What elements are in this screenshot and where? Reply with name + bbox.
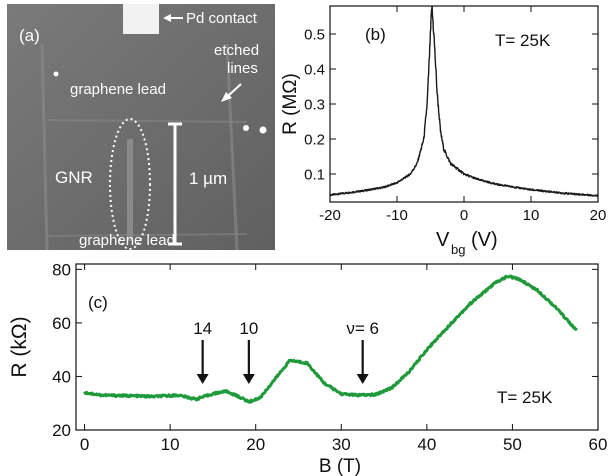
panel-label: (c) bbox=[88, 293, 108, 312]
etched-arrow bbox=[227, 83, 242, 97]
x-axis-label: V bbox=[436, 229, 450, 251]
y-tick-label: 20 bbox=[52, 421, 71, 440]
x-axis-label: B (T) bbox=[319, 456, 361, 476]
arrow-head bbox=[242, 374, 255, 384]
particle bbox=[243, 125, 249, 131]
gnr-label: GNR bbox=[55, 168, 93, 187]
landau-level-arrow bbox=[356, 340, 369, 384]
chart-c: 0 10 20 30 40 50 60 20 40 60 80 (c) T= 25K R (kΩ) B (T… bbox=[8, 260, 608, 476]
particle bbox=[53, 71, 59, 77]
sem-image bbox=[7, 4, 275, 250]
gnr-outline bbox=[109, 118, 151, 250]
etched-lines-label-1: etched bbox=[214, 42, 260, 59]
etched-line bbox=[40, 43, 49, 250]
x-tick-label: 0 bbox=[80, 435, 89, 454]
x-tick-label: 20 bbox=[590, 207, 607, 224]
etched-line bbox=[46, 233, 248, 237]
y-tick-label: 80 bbox=[52, 260, 71, 279]
y-tick-label: 60 bbox=[52, 314, 71, 333]
etched-lines-label-2: lines bbox=[227, 60, 258, 77]
arrow-label: 10 bbox=[239, 319, 258, 338]
landau-level-arrow bbox=[196, 340, 209, 384]
x-tick-label: 60 bbox=[589, 435, 608, 454]
x-tick-label: 10 bbox=[161, 435, 180, 454]
temperature-annotation: T= 25K bbox=[495, 31, 551, 50]
x-axis-label-subscript: bg bbox=[451, 242, 465, 257]
pd-contact bbox=[123, 4, 159, 34]
x-tick-label: 10 bbox=[523, 207, 540, 224]
arrow-label: ν= 6 bbox=[346, 319, 379, 338]
landau-level-arrow bbox=[242, 340, 255, 384]
particle bbox=[259, 126, 267, 134]
x-axis-label-unit: (V) bbox=[471, 229, 498, 251]
panel-label: (b) bbox=[365, 25, 386, 44]
panel-label-a: (a) bbox=[19, 26, 40, 45]
x-tick-label: -10 bbox=[386, 207, 408, 224]
pd-contact-label: Pd contact bbox=[186, 10, 257, 27]
y-tick-label: 0.2 bbox=[304, 131, 325, 148]
sem-image-panel: (a) Pd contact etched lines graphene lea… bbox=[7, 4, 275, 250]
y-tick-label: 0.5 bbox=[304, 26, 325, 43]
graphene-lead-bottom-label: graphene lead bbox=[79, 232, 175, 249]
x-tick-label: 0 bbox=[460, 207, 468, 224]
y-axis-label: R (kΩ) bbox=[8, 316, 31, 377]
series-line bbox=[83, 274, 578, 404]
chart-b: -20 -10 0 10 20 0.1 0.2 0.3 0.4 0.5 (b) T= 25K R (MΩ… bbox=[280, 5, 607, 257]
scale-bar-label: 1 µm bbox=[189, 169, 228, 188]
x-tick-label: 20 bbox=[246, 435, 265, 454]
etched-line bbox=[225, 43, 239, 250]
arrow-head bbox=[356, 374, 369, 384]
x-tick-label: 50 bbox=[503, 435, 522, 454]
arrow-label: 14 bbox=[193, 319, 212, 338]
y-axis-label: R (MΩ) bbox=[280, 73, 301, 135]
y-tick-label: 0.1 bbox=[304, 166, 325, 183]
y-tick-label: 0.4 bbox=[304, 61, 325, 78]
y-tick-label: 0.3 bbox=[304, 96, 325, 113]
arrow-head bbox=[196, 374, 209, 384]
graphene-lead-top-label: graphene lead bbox=[70, 81, 166, 98]
y-tick-label: 40 bbox=[52, 367, 71, 386]
x-tick-label: 30 bbox=[332, 435, 351, 454]
etched-line bbox=[46, 119, 248, 123]
series-line bbox=[330, 6, 598, 198]
temperature-annotation: T= 25K bbox=[497, 388, 553, 407]
x-tick-label: 40 bbox=[417, 435, 436, 454]
gnr-strip bbox=[127, 139, 133, 241]
plot-frame bbox=[75, 263, 599, 431]
x-tick-label: -20 bbox=[319, 207, 341, 224]
